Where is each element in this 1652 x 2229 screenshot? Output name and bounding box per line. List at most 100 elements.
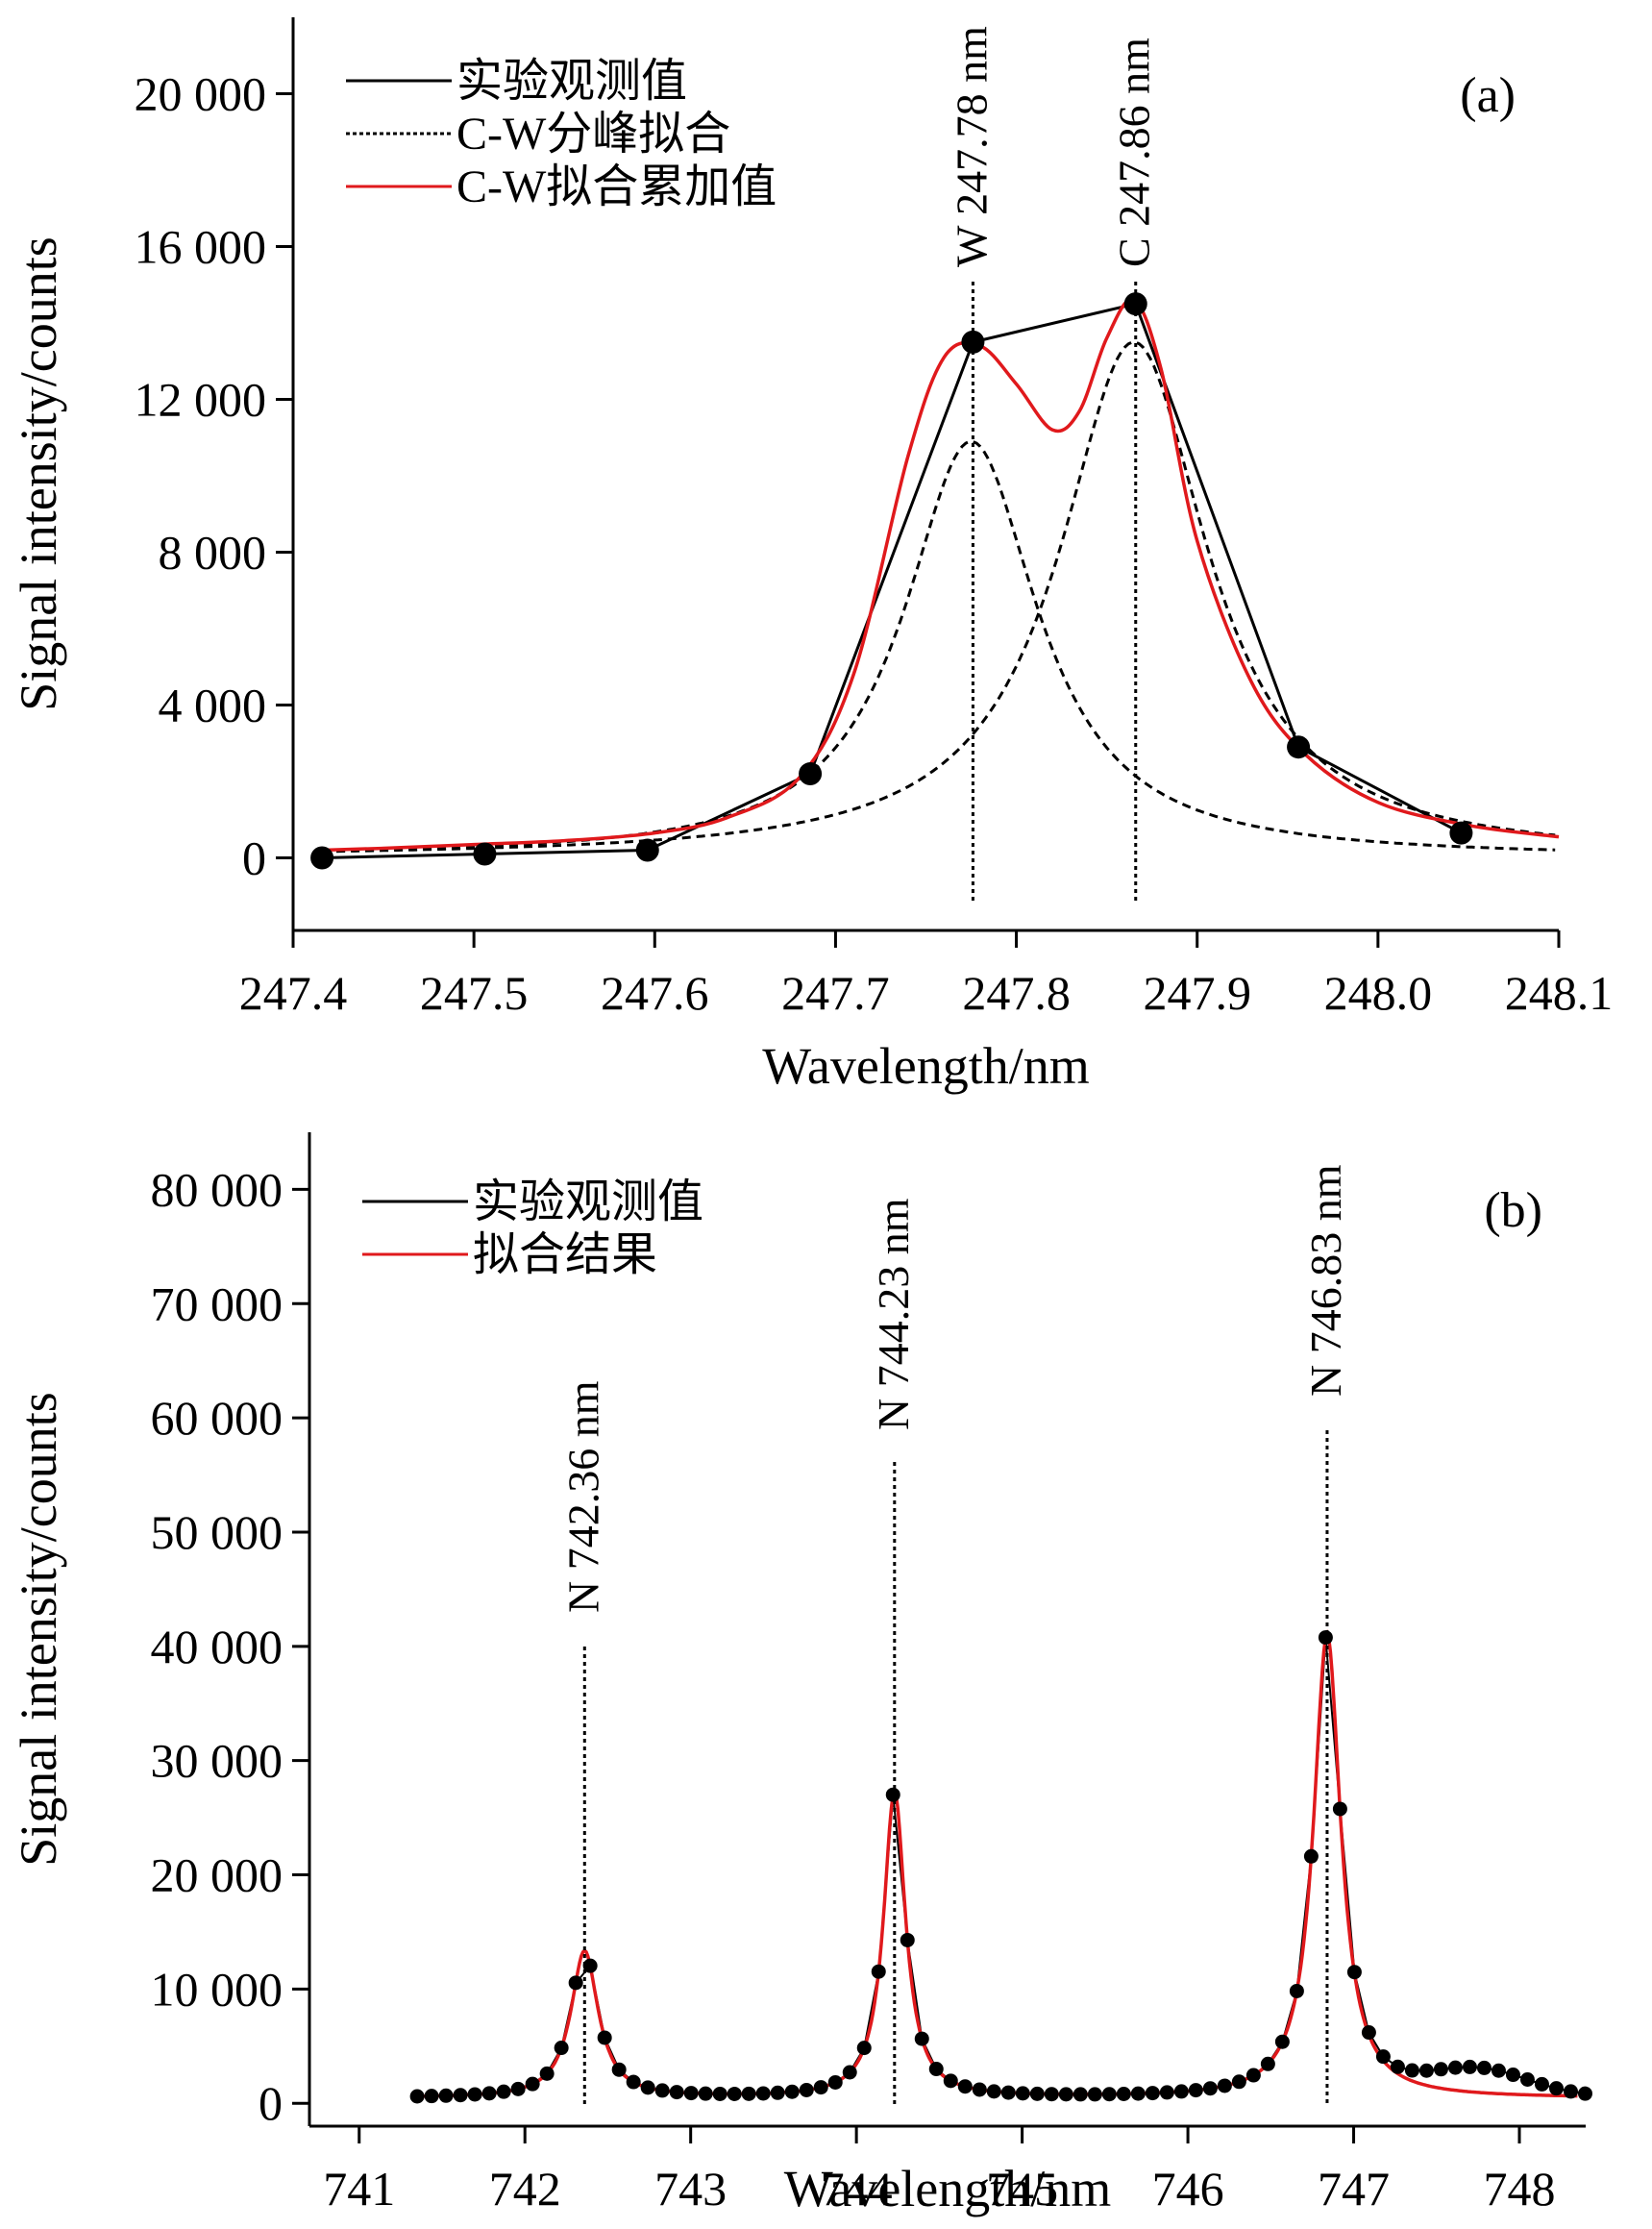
observed-point	[1418, 2063, 1434, 2078]
observed-point	[856, 2041, 872, 2056]
observed-point	[1231, 2074, 1246, 2090]
y-axis-label: Signal intensity/counts	[10, 1392, 67, 1867]
observed-point	[1130, 2086, 1146, 2101]
component-curve-1	[322, 439, 1556, 854]
observed-point	[1346, 1965, 1362, 1980]
observed-point	[1318, 1630, 1333, 1646]
observed-point	[683, 2086, 699, 2101]
observed-point	[885, 1787, 900, 1802]
x-tick-label: 247.8	[962, 966, 1071, 1020]
x-tick-label: 747	[1318, 2162, 1390, 2216]
legend-label-3: C-W拟合累加值	[456, 161, 777, 212]
observed-point	[424, 2089, 439, 2104]
y-tick-label: 4 000	[159, 678, 267, 731]
observed-point	[1073, 2087, 1088, 2102]
observed-point	[1563, 2084, 1578, 2099]
observed-point	[799, 762, 823, 786]
x-tick-label: 746	[1152, 2162, 1224, 2216]
observed-point	[727, 2086, 742, 2101]
observed-point	[510, 2081, 526, 2096]
fit-curve	[417, 1628, 1578, 2098]
observed-point	[1447, 2060, 1463, 2075]
observed-point	[914, 2031, 929, 2046]
observed-point	[496, 2084, 511, 2099]
x-tick-label: 748	[1484, 2162, 1556, 2216]
x-tick-label: 744	[821, 2162, 893, 2216]
y-tick-label: 20 000	[135, 66, 267, 120]
observed-point	[1289, 1983, 1304, 1998]
legend-label-2: 拟合结果	[473, 1229, 657, 1280]
observed-point	[871, 1964, 886, 1979]
y-tick-label: 0	[242, 830, 266, 884]
observed-point	[438, 2088, 454, 2103]
observed-point	[1303, 1848, 1319, 1864]
observed-point	[1462, 2059, 1477, 2074]
y-tick-label: 20 000	[151, 1848, 284, 1902]
y-tick-label: 70 000	[151, 1276, 284, 1330]
observed-point	[1000, 2085, 1016, 2100]
chart-panel-b: 0 10 000 20 000 30 000 40 000 50 000 60 000 70 …	[10, 1132, 1592, 2217]
observed-point	[568, 1975, 583, 1991]
observed-point	[1519, 2072, 1535, 2088]
observed-point	[957, 2079, 973, 2094]
observed-point	[582, 1958, 598, 1973]
observed-point	[1433, 2062, 1448, 2077]
y-tick-label: 50 000	[151, 1505, 284, 1559]
y-tick-label: 80 000	[151, 1162, 284, 1216]
observed-point	[986, 2084, 1001, 2099]
observed-point	[928, 2062, 944, 2077]
observed-point	[1476, 2060, 1492, 2075]
observed-point	[1390, 2059, 1405, 2074]
observed-point	[698, 2086, 713, 2101]
observed-point	[640, 2080, 655, 2095]
x-axis-label: Wavelength/nm	[784, 2160, 1112, 2217]
observed-point	[539, 2066, 555, 2081]
y-tick-label: 60 000	[151, 1391, 284, 1445]
observed-point	[669, 2085, 684, 2100]
observed-point	[741, 2086, 756, 2101]
y-tick-label: 12 000	[135, 372, 267, 426]
observed-point	[961, 330, 985, 354]
observed-point	[1274, 2034, 1290, 2049]
peak-label: N 744.23 nm	[869, 1198, 918, 1430]
x-tick-label: 742	[489, 2162, 561, 2216]
observed-point	[1404, 2063, 1419, 2078]
observed-point	[784, 2084, 800, 2099]
fit-sum-curve	[322, 297, 1560, 853]
observed-point	[1202, 2081, 1218, 2096]
observed-point	[654, 2083, 670, 2098]
y-tick-label: 30 000	[151, 1734, 284, 1788]
observed-point	[1015, 2086, 1030, 2101]
observed-point	[1217, 2078, 1232, 2093]
observed-point	[453, 2088, 468, 2103]
x-tick-label: 743	[654, 2162, 727, 2216]
y-tick-label: 16 000	[135, 219, 267, 273]
observed-point	[626, 2074, 641, 2090]
peak-label: W 247.78 nm	[947, 26, 996, 267]
observed-point	[1188, 2083, 1203, 2098]
observed-point	[409, 2089, 425, 2104]
observed-point	[1123, 292, 1147, 316]
observed-point	[1101, 2087, 1117, 2102]
legend-label-1: 实验观测值	[473, 1176, 703, 1227]
observed-point	[310, 846, 334, 870]
observed-point	[842, 2065, 857, 2080]
observed-point	[611, 2062, 627, 2077]
observed-point	[1361, 2025, 1376, 2041]
observed-point	[635, 838, 659, 862]
y-tick-label: 10 000	[151, 1962, 284, 2016]
peak-label: C 247.86 nm	[1110, 37, 1159, 267]
observed-point	[1260, 2056, 1275, 2071]
y-tick-label: 0	[259, 2076, 283, 2130]
observed-point	[1116, 2086, 1131, 2101]
y-axis-label: Signal intensity/counts	[10, 236, 67, 711]
observed-point	[1159, 2085, 1174, 2100]
observed-point	[770, 2085, 785, 2100]
observed-point	[1029, 2086, 1045, 2101]
legend-label-2: C-W分峰拟合	[456, 109, 730, 160]
observed-point	[1332, 1801, 1347, 1817]
observed-point	[1287, 735, 1311, 759]
x-tick-label: 745	[986, 2162, 1058, 2216]
peak-label: N 746.83 nm	[1301, 1164, 1350, 1397]
observed-point	[1145, 2086, 1160, 2101]
